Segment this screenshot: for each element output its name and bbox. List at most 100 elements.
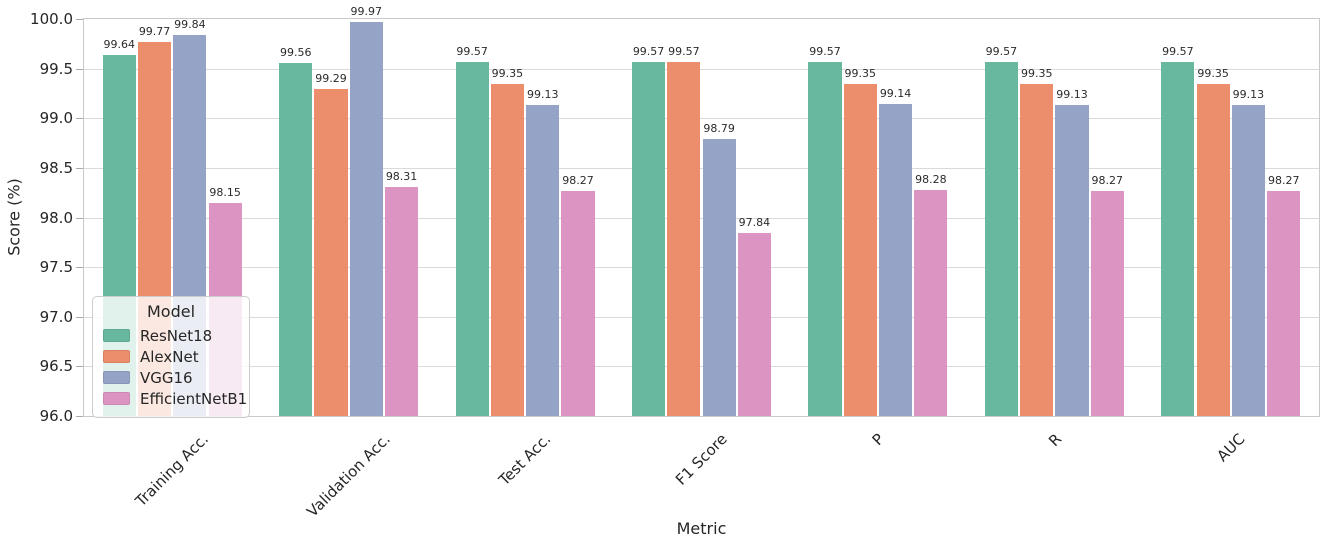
y-tick-mark (76, 267, 83, 269)
y-tick-mark (76, 416, 83, 417)
bar-resnet18-f1-score (631, 61, 666, 416)
bar-resnet18-test-acc (455, 61, 489, 416)
bar-value-label: 99.35 (491, 66, 524, 80)
bar-value-label: 98.15 (209, 185, 241, 199)
bar-alexnet-p (843, 83, 877, 416)
bar-vgg16-p (878, 104, 913, 416)
y-tick-mark (76, 118, 83, 120)
bar-value-label: 99.13 (1056, 88, 1088, 102)
bar-value-label: 99.77 (138, 24, 171, 38)
legend-swatch-icon (103, 350, 130, 363)
y-tick-label: 96.0 (39, 407, 73, 425)
y-tick-label: 97.5 (39, 258, 73, 277)
bar-value-label: 97.84 (738, 216, 771, 230)
bar-value-label: 99.56 (279, 45, 312, 59)
y-tick-label: 97.0 (39, 307, 73, 326)
x-tick-label-p: P (868, 430, 888, 450)
bar-alexnet-validation-acc (314, 89, 348, 416)
bar-value-label: 99.57 (632, 44, 665, 58)
bar-value-label: 99.84 (174, 17, 206, 31)
y-tick-label: 99.0 (39, 109, 73, 128)
bar-value-label: 99.35 (1197, 66, 1229, 80)
bar-value-label: 99.13 (526, 88, 559, 102)
bar-efficientnetb1-auc (1267, 190, 1301, 416)
bar-value-label: 99.64 (103, 37, 136, 51)
bar-value-label: 98.31 (385, 169, 418, 183)
y-tick-label: 96.5 (39, 357, 73, 376)
gridline (84, 167, 1319, 169)
bar-efficientnetb1-f1-score (737, 233, 772, 416)
y-tick-mark (76, 366, 83, 368)
bar-value-label: 99.57 (985, 44, 1018, 58)
bar-value-label: 99.35 (844, 66, 877, 80)
gridline (84, 68, 1319, 70)
bar-vgg16-validation-acc (349, 21, 383, 416)
bar-value-label: 99.14 (879, 87, 912, 101)
x-tick-label-training-acc: Training Acc. (132, 430, 213, 511)
legend-title: Model (146, 302, 196, 321)
y-tick-label: 100.0 (30, 10, 73, 28)
bar-value-label: 99.29 (315, 72, 347, 86)
legend: Model ResNet18 AlexNet VGG16 EfficientNetB1 (92, 296, 250, 418)
bar-resnet18-auc (1161, 61, 1195, 416)
x-tick-label-r: R (1044, 430, 1065, 451)
bar-efficientnetb1-r (1090, 190, 1124, 416)
bar-value-label: 99.13 (1232, 88, 1265, 102)
bar-alexnet-r (1020, 83, 1054, 416)
bar-value-label: 99.97 (350, 4, 383, 18)
legend-item-resnet18: ResNet18 (103, 325, 239, 346)
bar-value-label: 99.57 (668, 44, 700, 58)
y-tick-label: 98.0 (39, 208, 73, 227)
x-tick-label-validation-acc: Validation Acc. (303, 430, 395, 521)
bar-value-label: 98.27 (562, 173, 594, 187)
bar-value-label: 99.57 (809, 44, 841, 58)
bar-efficientnetb1-validation-acc (384, 186, 419, 416)
legend-item-efficientnetb1: EfficientNetB1 (103, 388, 247, 409)
plot-area: 99.64 99.56 99.57 99.57 99.57 99.57 99.57 99.77… (83, 5, 1320, 417)
legend-item-alexnet: AlexNet (103, 346, 239, 367)
legend-swatch-icon (103, 392, 130, 405)
bar-value-label: 98.27 (1091, 173, 1124, 187)
bar-alexnet-test-acc (490, 83, 525, 416)
gridline (84, 267, 1319, 269)
bar-value-label: 98.27 (1267, 173, 1300, 187)
bar-value-label: 98.79 (703, 122, 735, 136)
legend-item-vgg16: VGG16 (103, 367, 239, 388)
bar-value-label: 99.57 (456, 44, 488, 58)
bar-value-label: 98.28 (915, 172, 947, 186)
bar-alexnet-f1-score (667, 61, 701, 416)
legend-label: EfficientNetB1 (140, 389, 248, 408)
legend-swatch-icon (103, 371, 130, 384)
bar-efficientnetb1-test-acc (561, 190, 595, 416)
legend-items: ResNet18 AlexNet VGG16 EfficientNetB1 (103, 325, 247, 409)
gridline (84, 366, 1319, 368)
bar-efficientnetb1-p (914, 189, 948, 416)
gridline (84, 316, 1319, 318)
bar-vgg16-f1-score (702, 139, 736, 416)
legend-label: ResNet18 (140, 326, 213, 345)
gridline (84, 217, 1319, 219)
x-tick-label-f1-score: F1 Score (672, 430, 731, 489)
bar-value-label: 99.35 (1020, 66, 1053, 80)
bar-alexnet-auc (1196, 83, 1230, 416)
x-tick-label-auc: AUC (1213, 430, 1249, 466)
x-axis-title: Metric (676, 519, 727, 538)
bar-vgg16-r (1055, 105, 1089, 416)
y-tick-mark (76, 167, 83, 169)
y-tick-mark (76, 316, 83, 318)
y-tick-label: 98.5 (39, 158, 73, 177)
bar-resnet18-p (808, 61, 842, 416)
bar-resnet18-validation-acc (279, 62, 313, 416)
y-tick-mark (76, 68, 83, 70)
bar-vgg16-test-acc (526, 105, 560, 416)
y-tick-label: 99.5 (39, 59, 73, 78)
y-tick-mark (76, 19, 83, 20)
y-tick-mark (76, 217, 83, 219)
bar-vgg16-auc (1231, 105, 1266, 416)
bar-value-label: 99.57 (1162, 44, 1194, 58)
legend-label: AlexNet (140, 347, 199, 366)
bar-resnet18-r (984, 61, 1019, 416)
legend-swatch-icon (103, 329, 130, 342)
x-tick-label-test-acc: Test Acc. (495, 430, 555, 490)
